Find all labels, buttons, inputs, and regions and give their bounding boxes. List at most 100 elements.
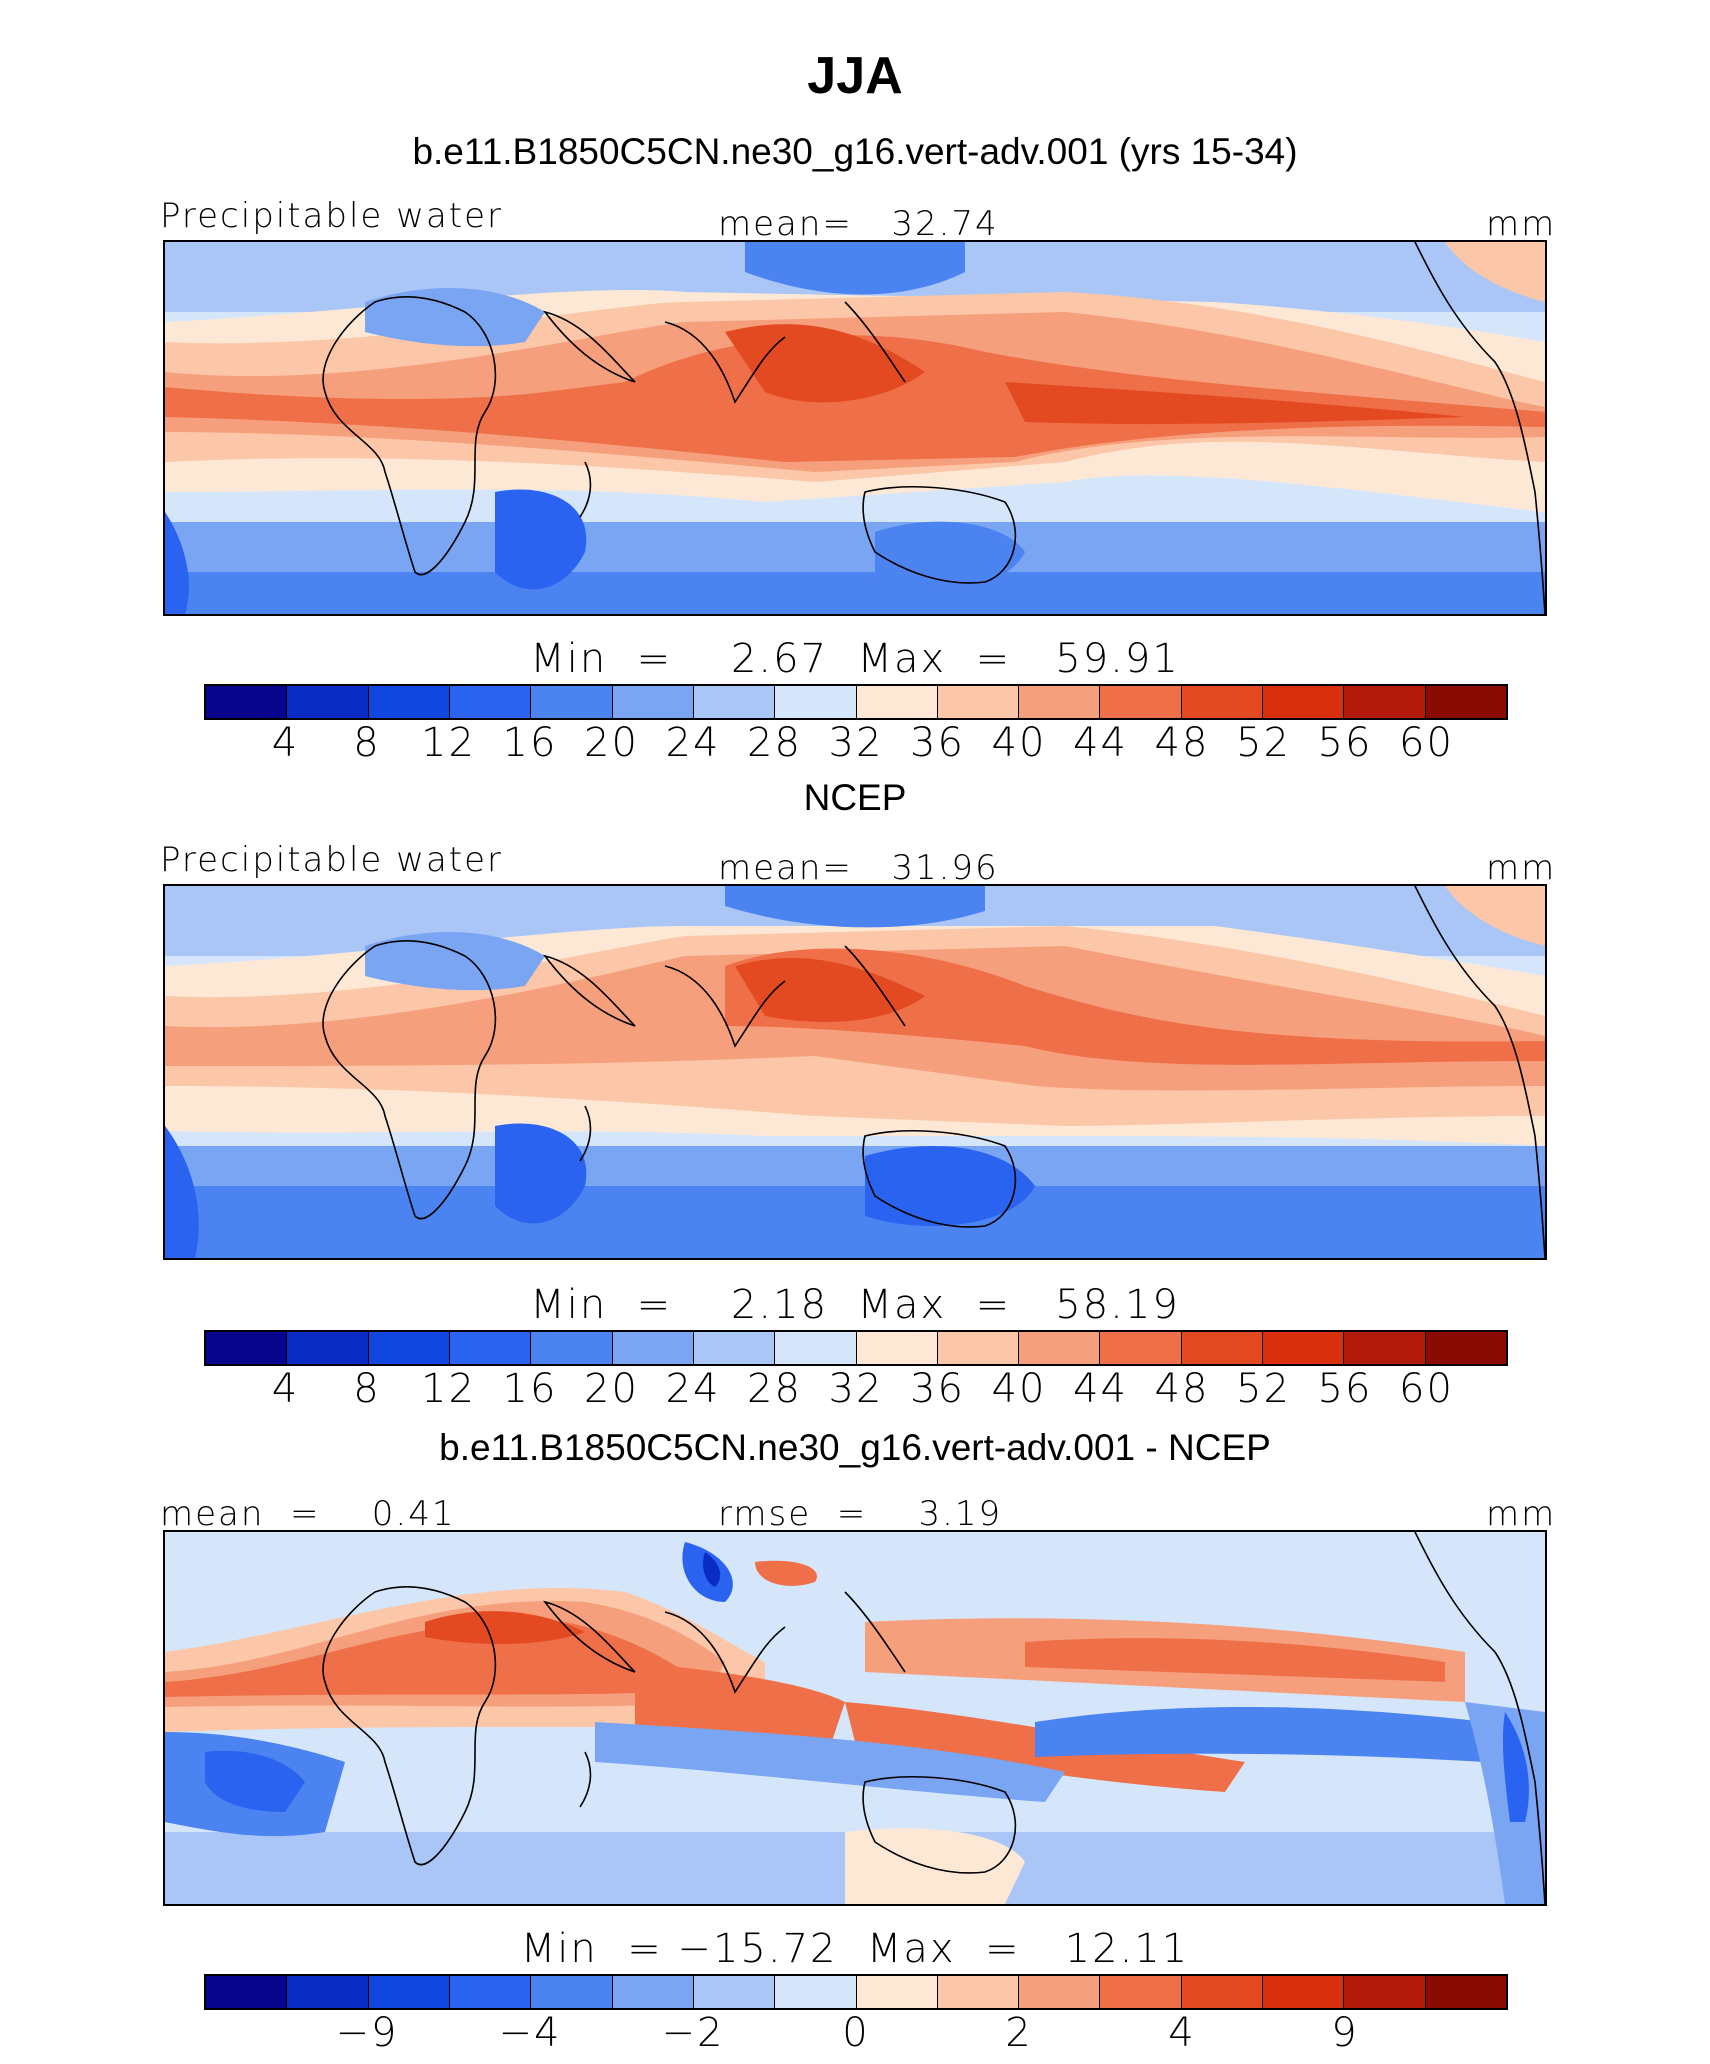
colorbar-swatch	[206, 1332, 287, 1364]
panel-3-units-label: mm	[1486, 1494, 1557, 1534]
colorbar-swatch	[367, 1332, 449, 1364]
colorbar-swatch	[1343, 1332, 1425, 1364]
colorbar-swatch	[1099, 1976, 1181, 2008]
colorbar-swatch	[286, 686, 368, 718]
panel-2-mean-label: mean= 31.96	[718, 848, 999, 888]
colorbar-swatch	[286, 1332, 368, 1364]
colorbar-swatch	[1018, 686, 1100, 718]
panel-2-colorbar-ticks: 4 8 12 16 20 24 28 32 36 40 44 48 52 56 60	[0, 1366, 1710, 1416]
colorbar-tick-label: 4	[1168, 2010, 1196, 2056]
colorbar-tick-label: −4	[498, 2010, 562, 2056]
colorbar-tick-label: 48	[1154, 1366, 1210, 1412]
colorbar-swatch	[774, 1976, 856, 2008]
colorbar-swatch	[1262, 1332, 1344, 1364]
panel-2-units-label: mm	[1486, 848, 1557, 888]
colorbar-swatch	[1099, 1332, 1181, 1364]
colorbar-swatch	[1424, 1976, 1506, 2008]
colorbar-swatch	[855, 1976, 937, 2008]
colorbar-swatch	[611, 1976, 693, 2008]
colorbar-swatch	[448, 686, 531, 718]
colorbar-swatch	[1343, 686, 1425, 718]
panel-2-title: NCEP	[803, 777, 907, 818]
colorbar-tick-label: 2	[1005, 2010, 1033, 2056]
colorbar-swatch	[367, 686, 449, 718]
colorbar-tick-label: 60	[1399, 720, 1454, 766]
colorbar-swatch	[1343, 1976, 1425, 2008]
panel-2-map	[163, 884, 1547, 1260]
colorbar-swatch	[286, 1976, 368, 2008]
colorbar-swatch	[936, 1332, 1019, 1364]
colorbar-tick-label: 32	[828, 1366, 884, 1412]
colorbar-swatch	[774, 686, 856, 718]
colorbar-swatch	[1262, 1976, 1344, 2008]
colorbar-swatch	[936, 686, 1019, 718]
colorbar-tick-label: 4	[271, 720, 300, 766]
colorbar-swatch	[936, 1976, 1019, 2008]
colorbar-swatch	[1424, 686, 1506, 718]
colorbar-swatch	[1180, 1976, 1263, 2008]
panel-1-mean-label: mean= 32.74	[718, 204, 999, 244]
panel-2-variable-label: Precipitable water	[160, 840, 504, 880]
colorbar-tick-label: 9	[1331, 2010, 1359, 2056]
panel-2-minmax: Min = 2.18 Max = 58.19	[530, 1282, 1180, 1328]
colorbar-swatch	[692, 1976, 775, 2008]
panel-1-map	[163, 240, 1547, 616]
colorbar-tick-label: 4	[271, 1366, 300, 1412]
colorbar-tick-label: 40	[991, 1366, 1047, 1412]
colorbar-swatch	[855, 1332, 937, 1364]
colorbar-tick-label: 44	[1073, 720, 1128, 766]
colorbar-tick-label: 24	[665, 720, 721, 766]
panel-3-minmax: Min = −15.72 Max = 12.11	[520, 1926, 1190, 1972]
colorbar-tick-label: 16	[502, 720, 558, 766]
panel-1-variable-label: Precipitable water	[160, 196, 504, 236]
colorbar-tick-label: 8	[353, 720, 381, 766]
colorbar-tick-label: 16	[502, 1366, 558, 1412]
colorbar-tick-label: 0	[842, 2010, 870, 2056]
panel-1-minmax: Min = 2.67 Max = 59.91	[530, 636, 1180, 682]
colorbar-tick-label: 20	[584, 720, 639, 766]
colorbar-swatch	[206, 686, 287, 718]
colorbar-tick-label: −9	[335, 2010, 399, 2056]
panel-3-colorbar-ticks: −9 −4 −2 0 2 4 9	[0, 2010, 1710, 2060]
colorbar-tick-label: 48	[1154, 720, 1210, 766]
colorbar-swatch	[448, 1976, 531, 2008]
colorbar-tick-label: 52	[1236, 1366, 1291, 1412]
panel-1-title: b.e11.B1850C5CN.ne30_g16.vert-adv.001 (y…	[412, 131, 1298, 172]
colorbar-swatch	[611, 686, 693, 718]
colorbar-swatch	[774, 1332, 856, 1364]
colorbar-swatch	[530, 1976, 612, 2008]
colorbar-tick-label: 32	[828, 720, 884, 766]
colorbar-swatch	[611, 1332, 693, 1364]
colorbar-tick-label: 40	[991, 720, 1047, 766]
colorbar-tick-label: 12	[421, 1366, 476, 1412]
colorbar-tick-label: 36	[910, 720, 965, 766]
colorbar-swatch	[448, 1332, 531, 1364]
colorbar-tick-label: 60	[1399, 1366, 1454, 1412]
colorbar-swatch	[1018, 1976, 1100, 2008]
colorbar-tick-label: 20	[584, 1366, 639, 1412]
panel-1-colorbar-ticks: 4 8 12 16 20 24 28 32 36 40 44 48 52 56 60	[0, 720, 1710, 770]
panel-1-colorbar	[204, 684, 1508, 720]
colorbar-swatch	[367, 1976, 449, 2008]
colorbar-swatch	[692, 686, 775, 718]
figure-title: JJA	[807, 47, 903, 105]
panel-1-units-label: mm	[1486, 204, 1557, 244]
colorbar-swatch	[530, 686, 612, 718]
colorbar-tick-label: 28	[747, 1366, 802, 1412]
colorbar-tick-label: 8	[353, 1366, 381, 1412]
colorbar-tick-label: 44	[1073, 1366, 1128, 1412]
colorbar-tick-label: 28	[747, 720, 802, 766]
colorbar-tick-label: 56	[1317, 1366, 1373, 1412]
panel-3-map	[163, 1530, 1547, 1906]
colorbar-tick-label: 24	[665, 1366, 721, 1412]
colorbar-tick-label: 12	[421, 720, 476, 766]
colorbar-swatch	[1018, 1332, 1100, 1364]
colorbar-tick-label: −2	[661, 2010, 725, 2056]
colorbar-tick-label: 56	[1317, 720, 1373, 766]
colorbar-swatch	[1180, 686, 1263, 718]
panel-3-rmse-label: rmse = 3.19	[718, 1494, 1003, 1534]
panel-3-mean-label: mean = 0.41	[160, 1494, 456, 1534]
colorbar-tick-label: 52	[1236, 720, 1291, 766]
colorbar-tick-label: 36	[910, 1366, 965, 1412]
colorbar-swatch	[1099, 686, 1181, 718]
